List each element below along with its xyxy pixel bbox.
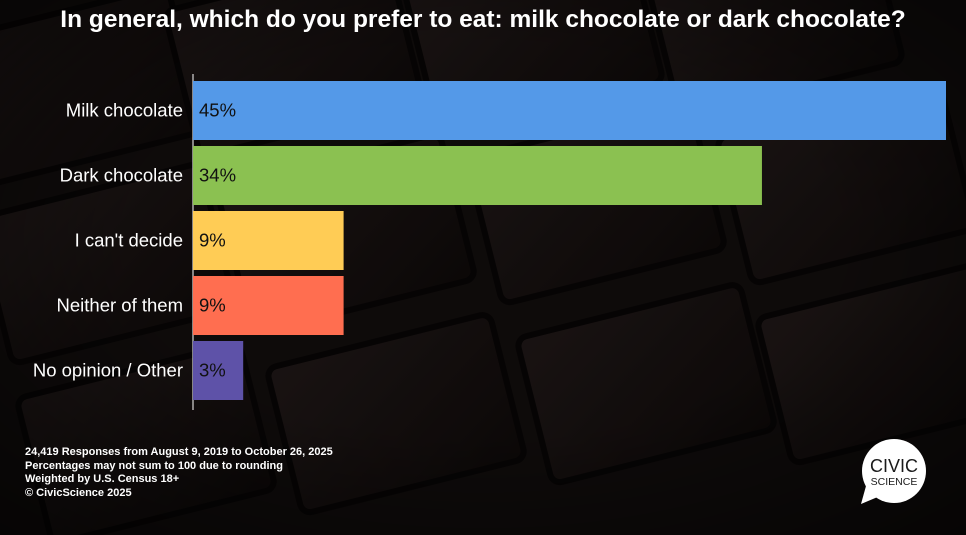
value-label-1: 34% — [199, 165, 236, 186]
value-label-4: 3% — [199, 360, 226, 381]
category-label-0: Milk chocolate — [66, 100, 183, 121]
value-label-3: 9% — [199, 295, 226, 316]
bars: Milk chocolate 45% Dark chocolate 34% I can'… — [33, 81, 946, 400]
footnote-rounding: Percentages may not sum to 100 due to ro… — [25, 459, 283, 472]
bar-3 — [193, 276, 344, 335]
bar-0 — [193, 81, 946, 140]
chart-title: In general, which do you prefer to eat: … — [60, 6, 906, 33]
bar-2 — [193, 211, 344, 270]
footnotes: 24,419 Responses from August 9, 2019 to … — [25, 446, 333, 500]
value-label-2: 9% — [199, 230, 226, 251]
logo-text-civic: CIVIC — [870, 456, 918, 476]
footnote-weighting: Weighted by U.S. Census 18+ — [25, 473, 180, 485]
footnote-responses: 24,419 Responses from August 9, 2019 to … — [25, 446, 333, 458]
logo-text-science: SCIENCE — [871, 476, 918, 488]
footnote-copyright: © CivicScience 2025 — [25, 486, 132, 499]
category-label-1: Dark chocolate — [60, 165, 183, 186]
category-label-3: Neither of them — [57, 295, 183, 316]
category-label-4: No opinion / Other — [33, 360, 183, 381]
bar-4 — [193, 341, 244, 400]
speech-bubble-icon — [861, 439, 926, 504]
civicscience-logo: CIVIC SCIENCE — [861, 439, 926, 504]
value-label-0: 45% — [199, 100, 236, 121]
bar-1 — [193, 146, 762, 205]
category-label-2: I can't decide — [75, 230, 183, 251]
